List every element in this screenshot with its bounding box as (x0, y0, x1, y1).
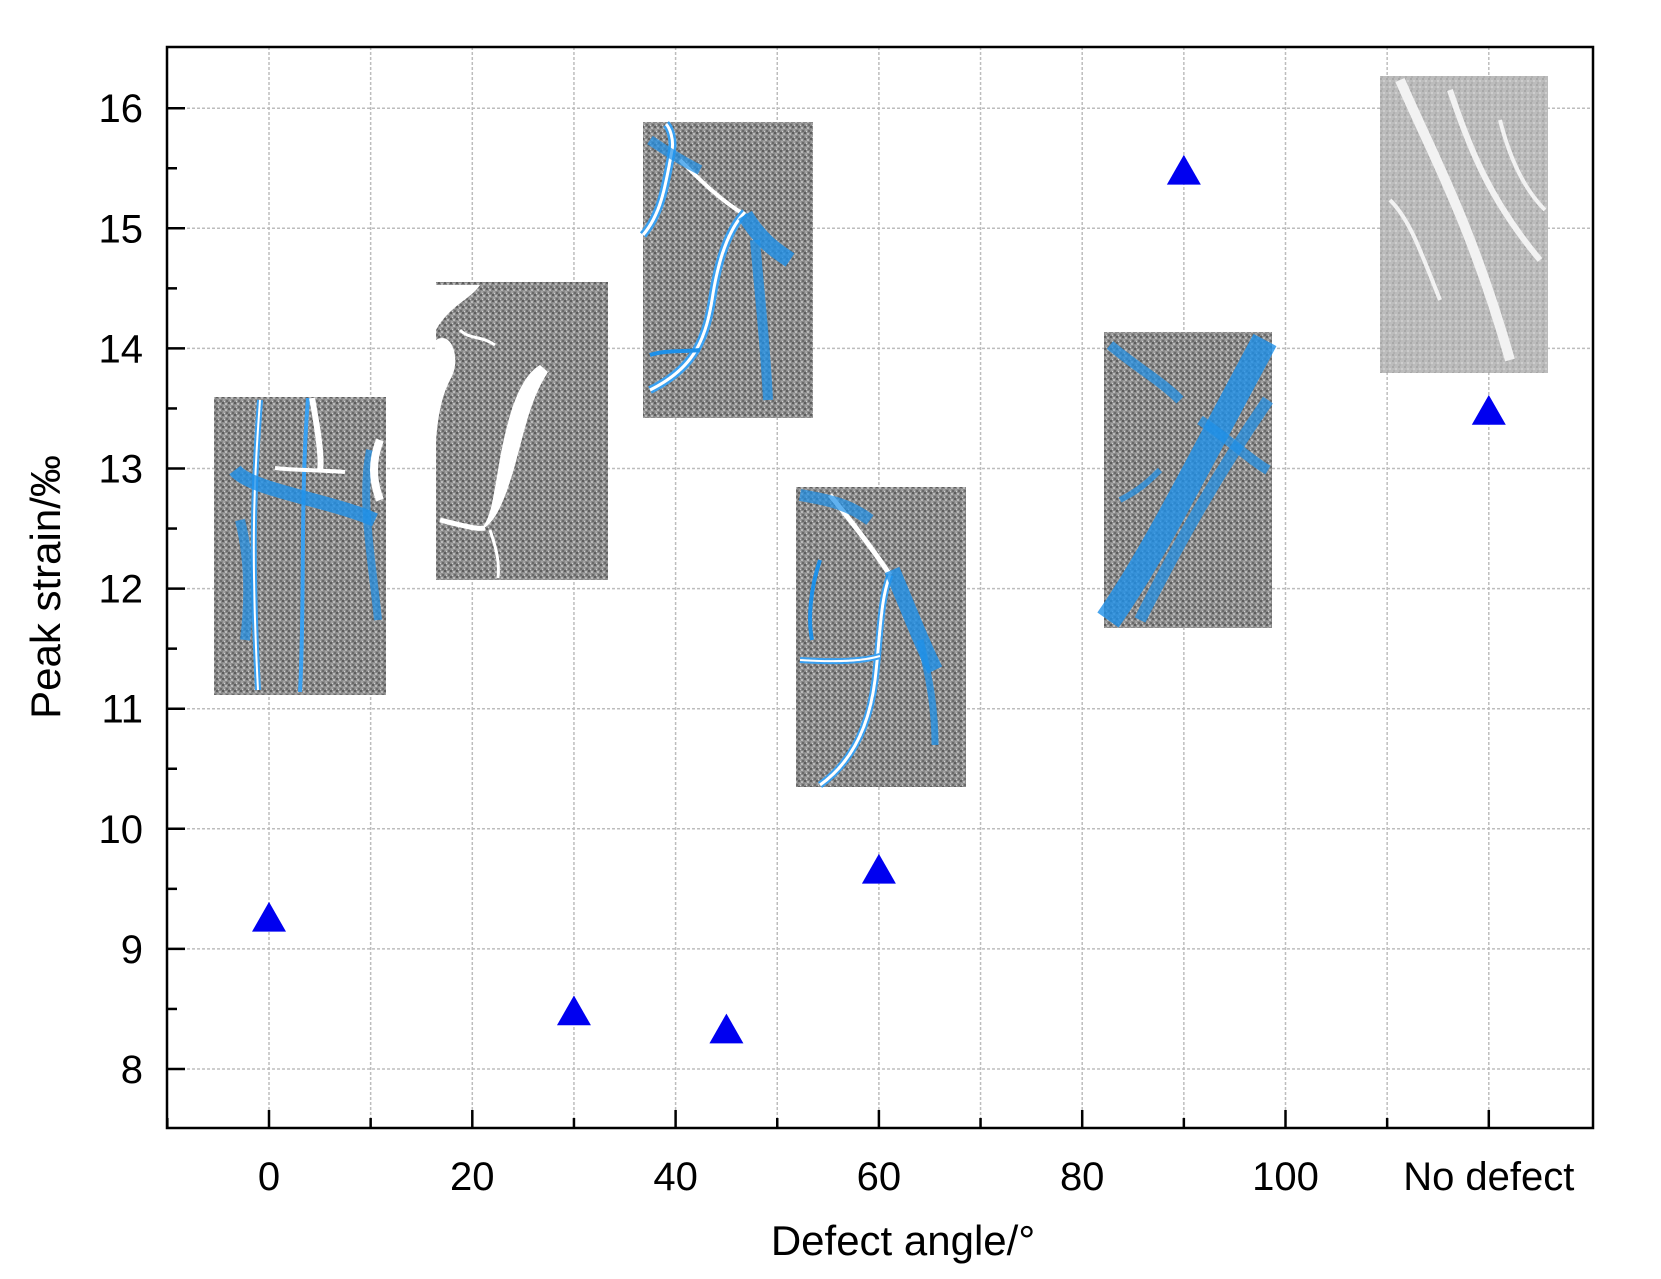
crack-image-45deg (639, 121, 813, 418)
data-point (556, 995, 591, 1026)
y-tick-labels: 8 9 10 11 12 13 14 15 16 (99, 87, 144, 1092)
y-axis-title-text: Peak strain/ (22, 497, 69, 719)
x-tick-label: 60 (857, 1155, 902, 1199)
crack-image-no-defect (1380, 76, 1548, 373)
x-tick-label: No defect (1403, 1155, 1574, 1199)
x-axis-title: Defect angle/° (771, 1217, 1035, 1264)
data-point (1166, 154, 1201, 185)
y-axis-title: Peak strain/‰ (22, 455, 69, 719)
crack-image-30deg (436, 282, 608, 580)
axis-ticks (166, 106, 1491, 1128)
data-point (861, 853, 896, 884)
x-tick-label: 100 (1252, 1155, 1319, 1199)
y-tick-label: 12 (99, 568, 144, 612)
data-point (252, 901, 286, 932)
x-tick-label: 80 (1060, 1155, 1105, 1199)
x-tick-label: 40 (653, 1155, 698, 1199)
x-tick-label: 20 (450, 1155, 495, 1199)
y-axis-title-unit: ‰ (22, 455, 69, 497)
data-point (709, 1013, 744, 1044)
x-tick-label: 0 (258, 1155, 280, 1199)
x-tick-labels: 0 20 40 60 80 100 No defect (258, 1155, 1575, 1199)
y-tick-label: 14 (99, 327, 144, 371)
crack-image-0deg (214, 397, 386, 695)
y-tick-label: 15 (99, 207, 144, 251)
y-tick-label: 9 (121, 928, 143, 972)
crack-image-90deg (1097, 332, 1277, 628)
data-points (252, 154, 1506, 1044)
y-tick-label: 13 (99, 448, 144, 492)
y-tick-label: 10 (99, 808, 144, 852)
data-point (1471, 395, 1506, 425)
y-tick-label: 11 (101, 688, 143, 732)
y-tick-label: 8 (121, 1048, 143, 1092)
crack-image-60deg (796, 487, 966, 788)
y-tick-label: 16 (99, 87, 144, 131)
